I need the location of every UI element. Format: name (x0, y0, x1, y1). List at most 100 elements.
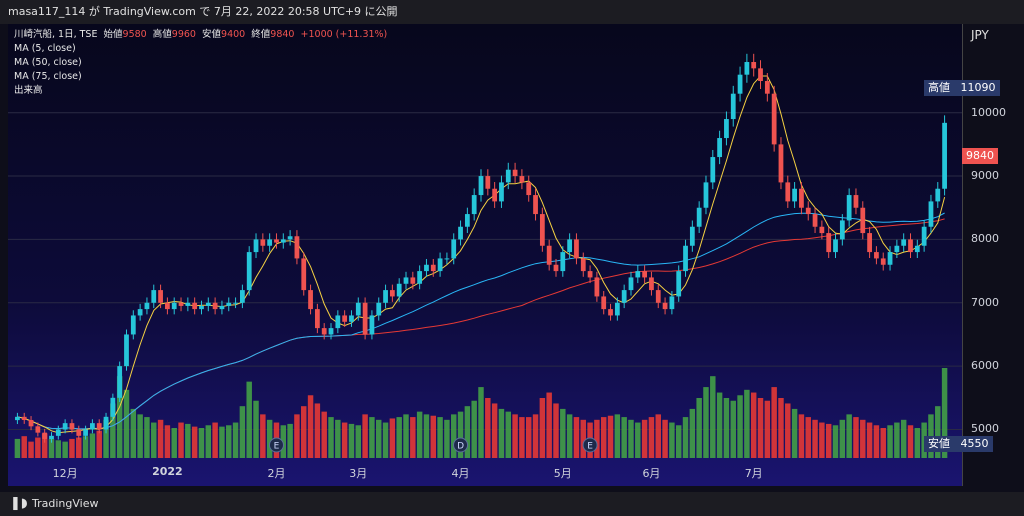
volume-bar (423, 414, 430, 458)
candle (846, 195, 852, 221)
candle (539, 214, 545, 246)
volume-bar (69, 438, 75, 458)
candle (444, 258, 450, 260)
footer-bar: ❚◗ TradingView (0, 492, 1024, 516)
candle (451, 239, 457, 259)
candle (274, 239, 279, 243)
candle (942, 122, 947, 189)
volume-bar (457, 411, 464, 458)
volume-bar (301, 406, 307, 458)
volume-bar (607, 415, 614, 458)
candle (260, 239, 266, 246)
volume-bar (525, 417, 532, 458)
volume-bar (873, 425, 880, 458)
candle (519, 176, 525, 183)
candle (662, 302, 668, 310)
volume-bar (239, 406, 246, 458)
x-tick-label: 12月 (52, 467, 78, 480)
volume-bar (355, 425, 362, 458)
candle (560, 252, 566, 272)
volume-bar (648, 417, 655, 458)
volume-bar (205, 425, 212, 458)
last-price-tag: 9840 (962, 148, 998, 164)
volume-bar (764, 400, 771, 458)
candle (812, 214, 818, 227)
volume-bar (485, 398, 491, 458)
volume-bar (860, 419, 866, 458)
candle (683, 245, 688, 272)
candle (649, 277, 654, 291)
candle (389, 290, 395, 297)
candle (935, 188, 941, 202)
legend-ma50[interactable]: MA (50, close) (14, 57, 82, 68)
volume-bar (437, 417, 443, 458)
candle (546, 245, 552, 265)
volume-bar (191, 426, 198, 458)
volume-bar (410, 417, 416, 458)
candle (833, 239, 838, 253)
candle (55, 429, 61, 436)
candle (799, 188, 804, 208)
volume-bar (560, 408, 566, 458)
candle (383, 290, 388, 303)
price-axis[interactable]: JPY 5000 6000 7000 8000 9000 10000 (962, 24, 1024, 486)
candle (171, 302, 177, 310)
candle (192, 302, 198, 310)
candle (130, 315, 136, 335)
x-tick-label: 7月 (744, 467, 763, 480)
volume-bar (28, 441, 34, 458)
legend-ma75[interactable]: MA (75, close) (14, 71, 82, 82)
volume-bar (89, 433, 96, 458)
change-value: +1000 (+11.31%) (300, 29, 388, 40)
candle (499, 182, 504, 202)
candle (744, 62, 750, 75)
y-tick-label: 5000 (971, 422, 999, 436)
volume-bar (914, 428, 921, 458)
candle (69, 423, 75, 430)
volume-bar (157, 419, 164, 458)
volume-bar (232, 422, 239, 458)
volume-bar (791, 408, 798, 458)
volume-bar (369, 417, 375, 458)
volume-bar (580, 419, 586, 458)
candle (158, 290, 163, 303)
volume-bar (76, 437, 82, 458)
volume-bar (737, 395, 743, 458)
legend-volume[interactable]: 出来高 (14, 85, 43, 96)
volume-bar (389, 418, 396, 458)
volume-bar (798, 414, 805, 458)
candle (567, 239, 573, 253)
candle (512, 169, 518, 177)
candle (839, 220, 845, 240)
volume-bar (55, 440, 62, 458)
candle (730, 93, 736, 120)
candle (151, 290, 157, 303)
volume-bar (546, 392, 552, 458)
volume-bar (396, 417, 402, 458)
candle (553, 264, 559, 272)
x-tick-label: 3月 (349, 467, 368, 480)
candle (226, 302, 232, 306)
volume-bar (505, 411, 511, 458)
candle (35, 426, 41, 433)
volume-bar (812, 419, 818, 458)
candle (914, 245, 920, 253)
volume-bar (280, 425, 287, 458)
legend-ma5[interactable]: MA (5, close) (14, 43, 76, 54)
time-axis[interactable]: 12月 2022 2月 3月 4月 5月 6月 7月 (8, 458, 962, 486)
x-tick-label: 4月 (451, 467, 470, 480)
symbol-label: 川崎汽船, 1日, TSE (14, 29, 98, 40)
candle (267, 239, 273, 246)
publish-info: masa117_114 が TradingView.com で 7月 22, 2… (8, 5, 398, 18)
candle (83, 429, 88, 436)
candle (778, 144, 784, 183)
volume-bar (635, 422, 641, 458)
event-marker-label: E (587, 442, 593, 452)
candle (492, 188, 498, 202)
volume-bar (287, 423, 293, 458)
volume-bar (498, 408, 505, 458)
ma50-line (17, 212, 945, 430)
volume-bar (348, 423, 355, 458)
